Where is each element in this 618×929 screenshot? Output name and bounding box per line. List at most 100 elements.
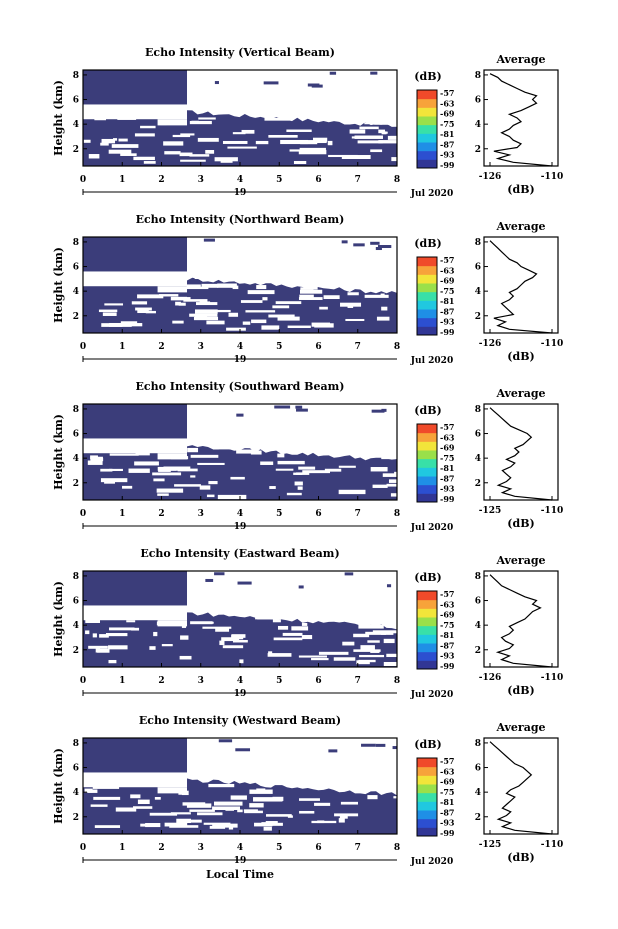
- colorbar-swatch: [417, 643, 437, 653]
- echo-streak: [367, 795, 378, 800]
- x-tick-label: 8: [394, 175, 400, 185]
- echo-streak: [133, 806, 153, 809]
- echo-streak: [126, 620, 136, 623]
- colorbar-tick-label: -99: [440, 661, 455, 671]
- echo-streak: [85, 630, 90, 635]
- colorbar-swatch: [417, 150, 437, 160]
- x-tick-label: 1: [119, 175, 125, 185]
- echo-streak: [327, 140, 333, 146]
- x-tick-label: 1: [119, 843, 125, 853]
- echo-streak: [100, 468, 113, 472]
- echo-streak: [349, 129, 366, 134]
- echo-streak: [102, 312, 117, 316]
- echo-streak: [264, 117, 292, 121]
- echo-streak: [178, 819, 202, 823]
- echo-streak: [217, 494, 247, 500]
- echo-streak: [243, 809, 258, 812]
- echo-streak: [296, 408, 308, 412]
- echo-streak: [194, 309, 218, 314]
- colorbar-swatch: [417, 766, 437, 776]
- average-y-tick-label: 6: [475, 430, 481, 440]
- echo-streak: [189, 313, 218, 317]
- colorbar-swatch: [417, 326, 437, 336]
- echo-streak: [298, 585, 304, 589]
- echo-streak: [266, 814, 292, 817]
- echo-streak: [157, 493, 169, 496]
- echo-streak: [361, 743, 376, 747]
- echo-streak: [286, 492, 302, 496]
- panel-1: Echo Intensity (Northward Beam) 2 4 6 8 Heigh…: [52, 213, 563, 366]
- colorbar-swatch: [417, 124, 437, 134]
- echo-streak: [135, 451, 150, 456]
- echo-streak: [179, 655, 192, 660]
- colorbar-unit: (dB): [414, 237, 441, 250]
- echo-streak: [340, 801, 358, 805]
- average-frame: [483, 570, 559, 668]
- echo-streak: [334, 813, 359, 817]
- echo-streak: [318, 651, 349, 655]
- x-tick-label: 7: [355, 676, 361, 686]
- x-tick-label: 2: [158, 676, 164, 686]
- average-y-tick-label: 6: [475, 597, 481, 607]
- echo-streak: [109, 627, 135, 631]
- y-axis-label: Height (km): [52, 581, 65, 657]
- average-x-tick-label: -110: [541, 673, 564, 683]
- colorbar-tick-label: -69: [440, 109, 455, 119]
- colorbar-swatch: [417, 784, 437, 794]
- echo-streak: [299, 810, 315, 814]
- echo-streak: [299, 294, 314, 299]
- echo-streak: [102, 278, 111, 283]
- echo-streak: [104, 303, 124, 306]
- x-tick-label: 5: [276, 676, 282, 686]
- echo-streak: [358, 624, 384, 629]
- colorbar-swatch: [417, 608, 437, 618]
- colorbar-swatch: [417, 467, 437, 477]
- average-y-tick-label: 6: [475, 263, 481, 273]
- echo-streak: [152, 472, 182, 476]
- echo-streak: [197, 812, 223, 816]
- echo-white-region: [83, 104, 188, 120]
- echo-streak: [377, 783, 386, 787]
- colorbar-tick-label: -63: [440, 599, 455, 609]
- panels: Echo Intensity (Vertical Beam) 2 4 6 8 Height…: [52, 46, 563, 867]
- echo-streak: [273, 637, 303, 641]
- echo-streak: [149, 812, 178, 816]
- echo-streak: [390, 493, 397, 497]
- echo-streak: [274, 781, 301, 786]
- average-x-tick-label: -125: [479, 506, 502, 516]
- echo-streak: [354, 135, 383, 139]
- echo-streak: [153, 631, 158, 637]
- colorbar-swatch: [417, 441, 437, 451]
- echo-white-region: [157, 787, 188, 794]
- echo-streak: [376, 316, 390, 321]
- x-tick-label: 2: [158, 843, 164, 853]
- colorbar-tick-label: -75: [440, 787, 454, 797]
- average-y-tick-label: 8: [475, 238, 481, 248]
- echo-streak: [274, 405, 291, 409]
- echo-streak: [206, 494, 215, 498]
- echo-streak: [362, 783, 378, 788]
- echo-streak: [299, 147, 326, 152]
- echo-streak: [347, 292, 359, 296]
- echo-streak: [186, 803, 212, 808]
- colorbar-unit: (dB): [414, 404, 441, 417]
- day-label: 19: [234, 355, 247, 365]
- echo-streak: [118, 138, 128, 142]
- echo-streak: [375, 743, 386, 747]
- echo-streak: [104, 481, 115, 484]
- echo-streak: [214, 81, 219, 85]
- panel-title: Echo Intensity (Northward Beam): [136, 213, 345, 226]
- colorbar-tick-label: -93: [440, 484, 455, 494]
- echo-streak: [196, 302, 218, 306]
- echo-streak: [267, 653, 292, 657]
- average-y-tick-label: 4: [475, 120, 481, 130]
- colorbar-tick-label: -93: [440, 651, 455, 661]
- panel-2: Echo Intensity (Southward Beam) 2 4 6 8 Heigh…: [52, 380, 563, 533]
- echo-streak: [134, 783, 149, 787]
- colorbar-swatch: [417, 450, 437, 460]
- colorbar-swatch: [417, 493, 437, 503]
- x-tick-label: 7: [355, 843, 361, 853]
- echo-streak: [282, 632, 303, 636]
- echo-streak: [205, 309, 231, 313]
- colorbar-tick-label: -87: [440, 640, 454, 650]
